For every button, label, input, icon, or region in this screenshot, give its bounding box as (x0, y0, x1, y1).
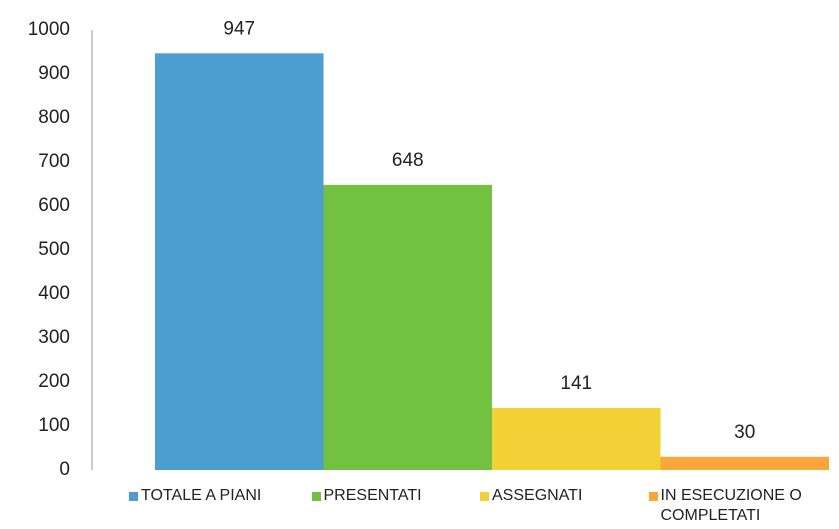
legend-item: ASSEGNATI (480, 486, 641, 506)
legend-label: ASSEGNATI (492, 487, 583, 504)
bar (155, 53, 324, 470)
y-tick-label: 1000 (28, 19, 70, 40)
data-label: 648 (392, 150, 424, 171)
legend-swatch (480, 492, 489, 501)
y-tick-label: 600 (38, 195, 70, 216)
bar (660, 456, 829, 470)
y-tick-label: 300 (38, 327, 70, 348)
y-tick-label: 900 (38, 63, 70, 84)
data-label: 141 (560, 373, 592, 394)
y-tick-label: 800 (38, 107, 70, 128)
bar (323, 184, 492, 470)
data-label: 30 (734, 422, 755, 443)
legend-swatch (129, 492, 138, 501)
legend-label: IN ESECUZIONE O COMPLETATI (660, 487, 802, 524)
legend-swatch (311, 492, 321, 501)
legend-item: IN ESECUZIONE O COMPLETATI (648, 486, 810, 526)
y-tick-label: 100 (38, 415, 70, 436)
y-tick-label: 200 (38, 371, 70, 392)
legend-label: PRESENTATI (323, 487, 422, 504)
data-label: 947 (223, 18, 255, 39)
legend-label: TOTALE A PIANI (141, 487, 262, 504)
y-tick-label: 700 (38, 151, 70, 172)
y-tick-label: 0 (59, 459, 70, 480)
legend-item: PRESENTATI (311, 486, 473, 506)
y-tick-label: 400 (38, 283, 70, 304)
legend-swatch (648, 492, 658, 501)
legend-item: TOTALE A PIANI (129, 486, 290, 506)
bar (492, 407, 661, 470)
y-tick-label: 500 (38, 239, 70, 260)
